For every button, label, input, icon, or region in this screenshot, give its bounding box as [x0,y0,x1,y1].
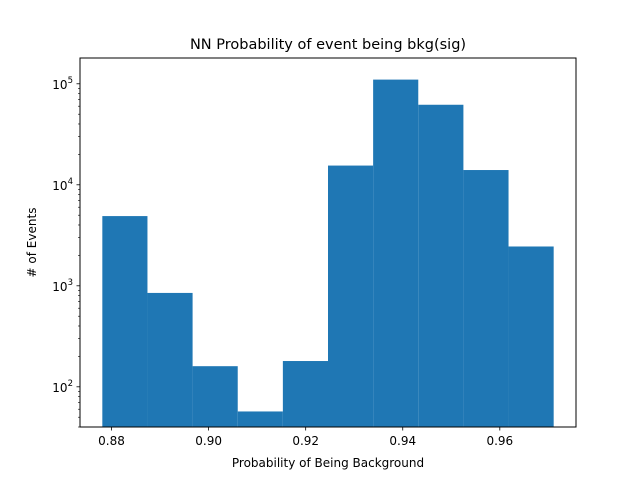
y-axis-ticks: 102 103 104 105 [52,76,80,395]
histogram-bar [192,366,238,427]
y-tick-label: 105 [52,76,73,92]
x-tick-label: 0.96 [486,434,513,448]
plot-frame [79,57,577,428]
histogram-bar [328,165,374,427]
bars-group [102,79,554,427]
y-axis-label: # of Events [25,208,39,278]
y-tick-label: 102 [52,379,73,395]
histogram-bar [508,246,554,427]
histogram-bar [373,79,419,427]
y-tick-label: 104 [52,177,73,193]
x-tick-label: 0.94 [389,434,416,448]
histogram-bar [237,411,283,427]
chart-title: NN Probability of event being bkg(sig) [190,37,466,53]
x-axis-label: Probability of Being Background [232,456,424,470]
x-tick-label: 0.90 [195,434,222,448]
x-tick-label: 0.92 [292,434,319,448]
histogram-bar [463,170,509,427]
x-tick-label: 0.88 [98,434,125,448]
histogram-bar [418,104,464,427]
x-axis-ticks: 0.88 0.90 0.92 0.94 0.96 [98,427,513,448]
y-tick-label: 103 [52,278,73,294]
histogram-bar [102,216,148,427]
histogram-bar [282,361,328,427]
histogram-bar [147,292,193,427]
